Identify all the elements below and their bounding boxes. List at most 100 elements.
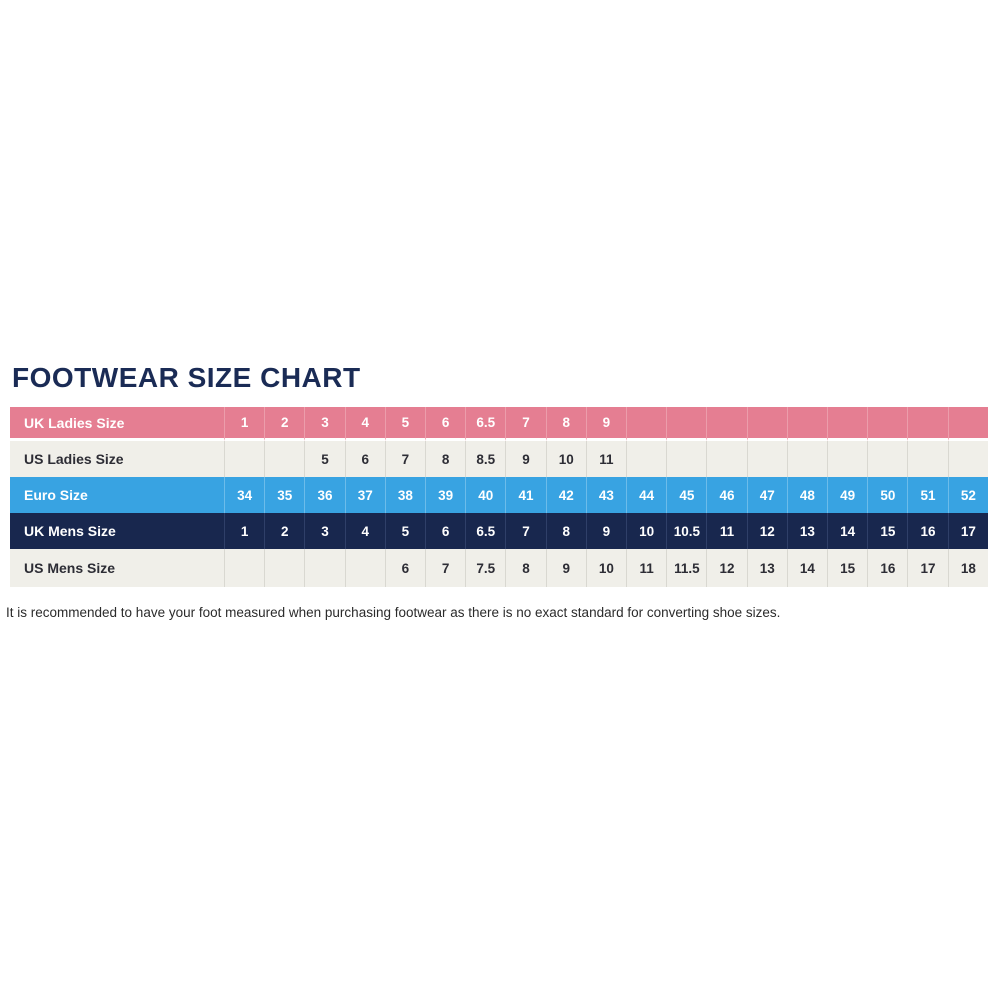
size-cell bbox=[947, 441, 988, 477]
size-cell: 41 bbox=[505, 477, 546, 513]
size-cell: 6 bbox=[425, 407, 466, 441]
size-cell bbox=[304, 549, 345, 587]
size-cell: 8 bbox=[505, 549, 546, 587]
size-cell: 51 bbox=[907, 477, 948, 513]
size-cell bbox=[746, 441, 787, 477]
row-label: US Mens Size bbox=[10, 549, 224, 587]
size-cell: 40 bbox=[465, 477, 506, 513]
size-cell bbox=[947, 407, 988, 441]
size-cell: 6 bbox=[344, 441, 385, 477]
size-cell: 5 bbox=[304, 441, 345, 477]
size-cell: 5 bbox=[384, 407, 426, 441]
size-cell: 7 bbox=[425, 549, 466, 587]
size-cell: 14 bbox=[786, 549, 828, 587]
size-cell: 48 bbox=[786, 477, 828, 513]
size-cell bbox=[264, 441, 305, 477]
size-cell: 4 bbox=[344, 407, 385, 441]
table-row-euro-size: Euro Size 34 35 36 37 38 39 40 41 42 43 44 45 46 47 48 4… bbox=[10, 477, 988, 513]
size-cell: 9 bbox=[585, 407, 627, 441]
size-cell: 4 bbox=[344, 513, 385, 549]
size-cell: 9 bbox=[545, 549, 586, 587]
size-cell: 10 bbox=[585, 549, 627, 587]
size-cell: 13 bbox=[746, 549, 787, 587]
size-cell: 8 bbox=[425, 441, 466, 477]
size-cell: 18 bbox=[947, 549, 988, 587]
size-cell: 8.5 bbox=[465, 441, 506, 477]
size-cell: 17 bbox=[947, 513, 988, 549]
size-cell: 10.5 bbox=[666, 513, 707, 549]
page-title: FOOTWEAR SIZE CHART bbox=[12, 362, 361, 393]
size-cell: 7.5 bbox=[465, 549, 506, 587]
size-cell bbox=[867, 407, 908, 441]
table-row-uk-mens-size: UK Mens Size 1 2 3 4 5 6 6.5 7 8 9 10 10.5 11 12 13 14 15… bbox=[10, 513, 988, 549]
size-cell bbox=[746, 407, 787, 441]
size-cell: 35 bbox=[264, 477, 305, 513]
size-cell bbox=[867, 441, 908, 477]
size-cell: 3 bbox=[304, 407, 345, 441]
size-cell: 34 bbox=[224, 477, 265, 513]
size-cell: 15 bbox=[827, 549, 868, 587]
size-cell: 7 bbox=[505, 513, 546, 549]
size-cell: 17 bbox=[907, 549, 948, 587]
size-cell: 11 bbox=[585, 441, 627, 477]
size-cell: 42 bbox=[545, 477, 586, 513]
size-cell: 16 bbox=[907, 513, 948, 549]
size-cell bbox=[344, 549, 385, 587]
size-cell: 10 bbox=[626, 513, 667, 549]
size-cell bbox=[786, 441, 828, 477]
size-cell: 13 bbox=[786, 513, 828, 549]
size-cell: 47 bbox=[746, 477, 787, 513]
size-cell: 6 bbox=[384, 549, 426, 587]
row-label: US Ladies Size bbox=[10, 441, 224, 477]
size-cell bbox=[786, 407, 828, 441]
size-cell: 37 bbox=[344, 477, 385, 513]
size-cell bbox=[224, 549, 265, 587]
size-cell: 11 bbox=[626, 549, 667, 587]
size-cell: 7 bbox=[384, 441, 426, 477]
size-cell: 3 bbox=[304, 513, 345, 549]
table-row-us-mens-size: US Mens Size 6 7 7.5 8 9 10 11 11.5 12 13 14 15 16 17 1… bbox=[10, 549, 988, 587]
size-cell bbox=[666, 407, 707, 441]
size-cell bbox=[827, 441, 868, 477]
size-cell: 7 bbox=[505, 407, 546, 441]
size-cell: 11.5 bbox=[666, 549, 707, 587]
size-cell: 39 bbox=[425, 477, 466, 513]
size-cell: 52 bbox=[947, 477, 988, 513]
row-label: UK Mens Size bbox=[10, 513, 224, 549]
row-label: UK Ladies Size bbox=[10, 407, 224, 441]
size-cell: 1 bbox=[224, 513, 265, 549]
size-cell: 36 bbox=[304, 477, 345, 513]
size-cell bbox=[626, 441, 667, 477]
size-cell: 6.5 bbox=[465, 407, 506, 441]
table-row-uk-ladies-size: UK Ladies Size 1 2 3 4 5 6 6.5 7 8 9 bbox=[10, 407, 988, 441]
size-cell bbox=[264, 549, 305, 587]
size-cell: 6.5 bbox=[465, 513, 506, 549]
size-cell: 10 bbox=[545, 441, 586, 477]
size-cell bbox=[626, 407, 667, 441]
size-cell: 8 bbox=[545, 513, 586, 549]
size-cell: 46 bbox=[706, 477, 747, 513]
size-cell: 12 bbox=[706, 549, 747, 587]
size-cell bbox=[706, 407, 747, 441]
size-cell bbox=[907, 407, 948, 441]
size-cell: 38 bbox=[384, 477, 426, 513]
size-cell: 2 bbox=[264, 407, 305, 441]
size-cell: 16 bbox=[867, 549, 908, 587]
size-cell: 11 bbox=[706, 513, 747, 549]
size-cell: 43 bbox=[585, 477, 627, 513]
size-cell: 14 bbox=[827, 513, 868, 549]
size-cell: 49 bbox=[827, 477, 868, 513]
row-label: Euro Size bbox=[10, 477, 224, 513]
size-cell bbox=[907, 441, 948, 477]
size-cell: 44 bbox=[626, 477, 667, 513]
size-cell: 8 bbox=[545, 407, 586, 441]
size-cell bbox=[827, 407, 868, 441]
size-chart-body: UK Ladies Size 1 2 3 4 5 6 6.5 7 8 9 US Ladies Size… bbox=[10, 407, 988, 587]
size-cell bbox=[224, 441, 265, 477]
size-cell bbox=[666, 441, 707, 477]
size-chart-table: UK Ladies Size 1 2 3 4 5 6 6.5 7 8 9 US Ladies Size… bbox=[10, 407, 988, 587]
size-cell: 9 bbox=[505, 441, 546, 477]
table-row-us-ladies-size: US Ladies Size 5 6 7 8 8.5 9 10 11 bbox=[10, 441, 988, 477]
size-cell: 12 bbox=[746, 513, 787, 549]
